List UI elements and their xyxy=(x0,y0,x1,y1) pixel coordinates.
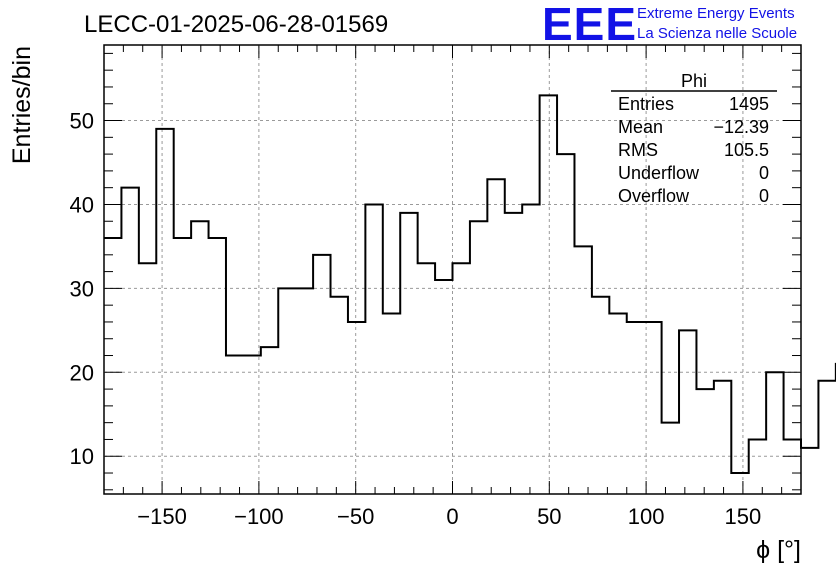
stats-box: Phi Entries 1495 Mean −12.39 RMS 105.5 Underfl… xyxy=(611,71,777,206)
grid-lines xyxy=(104,45,801,494)
stats-label: Underflow xyxy=(618,163,700,183)
histogram-bar xyxy=(540,95,557,494)
stats-value: 0 xyxy=(759,163,769,183)
axis-tick-labels: −150 −100 −50 0 50 100 150 10 20 30 40 50 xyxy=(70,109,762,529)
y-tick-label: 10 xyxy=(70,444,94,469)
histogram-bar xyxy=(121,188,138,494)
y-tick-label: 30 xyxy=(70,276,94,301)
histogram-bar xyxy=(191,221,208,494)
stats-value: −12.39 xyxy=(713,117,769,137)
histogram-bar xyxy=(400,213,417,494)
x-tick-label: 100 xyxy=(628,504,665,529)
eee-logo: EEE Extreme Energy Events La Scienza nel… xyxy=(542,0,797,50)
stats-label: Entries xyxy=(618,94,674,114)
histogram-bar xyxy=(139,263,156,494)
histogram-bar xyxy=(487,179,504,494)
stats-rows: Entries 1495 Mean −12.39 RMS 105.5 Underflow 0 O… xyxy=(618,94,769,206)
histogram-bar xyxy=(644,322,661,494)
histogram-bar xyxy=(801,448,818,494)
histogram-bar xyxy=(696,389,713,494)
logo-line-1: Extreme Energy Events xyxy=(637,5,795,22)
histogram-bar xyxy=(749,439,766,494)
histogram-bar xyxy=(418,263,435,494)
stats-label: Mean xyxy=(618,117,663,137)
histogram-bar xyxy=(365,204,382,494)
y-tick-label: 40 xyxy=(70,192,94,217)
histogram-bar xyxy=(313,255,330,494)
histogram-bar xyxy=(278,288,295,494)
histogram-bar xyxy=(818,381,835,494)
stats-value: 1495 xyxy=(729,94,769,114)
y-axis-title: Entries/bin xyxy=(8,46,36,164)
x-tick-label: 50 xyxy=(537,504,561,529)
histogram-bar xyxy=(731,473,748,494)
x-tick-label: −150 xyxy=(137,504,187,529)
histogram-bar xyxy=(174,238,191,494)
histogram-bar xyxy=(104,238,121,494)
histogram-bar xyxy=(243,356,260,494)
histogram-bar xyxy=(609,314,626,494)
y-tick-label: 20 xyxy=(70,360,94,385)
logo-line-2: La Scienza nelle Scuole xyxy=(637,25,797,42)
histogram-bar xyxy=(766,372,783,494)
stats-value: 105.5 xyxy=(724,140,769,160)
histogram-bar xyxy=(383,314,400,494)
axis-ticks xyxy=(103,45,802,494)
x-tick-label: −50 xyxy=(337,504,374,529)
stats-label: RMS xyxy=(618,140,658,160)
histogram-bar xyxy=(296,288,313,494)
histogram-bar xyxy=(209,238,226,494)
histogram-bar xyxy=(679,330,696,494)
logo-text: EEE xyxy=(542,0,637,50)
y-tick-label: 50 xyxy=(70,109,94,134)
histogram-bar xyxy=(574,246,591,494)
stats-label: Overflow xyxy=(618,186,690,206)
x-axis-title: ϕ [°] xyxy=(756,536,801,564)
histogram-bar xyxy=(156,129,173,494)
stats-title: Phi xyxy=(681,71,707,91)
histogram-bar xyxy=(261,347,278,494)
histogram-bar xyxy=(714,381,731,494)
chart-title: LECC-01-2025-06-28-01569 xyxy=(84,11,388,38)
histogram-bar xyxy=(522,204,539,494)
histogram-bar xyxy=(226,356,243,494)
x-tick-label: 150 xyxy=(725,504,762,529)
histogram-bar xyxy=(662,423,679,494)
stats-value: 0 xyxy=(759,186,769,206)
x-tick-label: 0 xyxy=(446,504,458,529)
histogram-bar xyxy=(592,297,609,494)
histogram-bar xyxy=(453,263,470,494)
histogram-bar xyxy=(784,439,801,494)
histogram-bar xyxy=(627,322,644,494)
histogram-bar xyxy=(348,322,365,494)
histogram-bar xyxy=(557,154,574,494)
x-tick-label: −100 xyxy=(234,504,284,529)
histogram-bar xyxy=(435,280,452,494)
histogram-bar xyxy=(470,221,487,494)
histogram-bar xyxy=(505,213,522,494)
histogram-bar xyxy=(331,297,348,494)
